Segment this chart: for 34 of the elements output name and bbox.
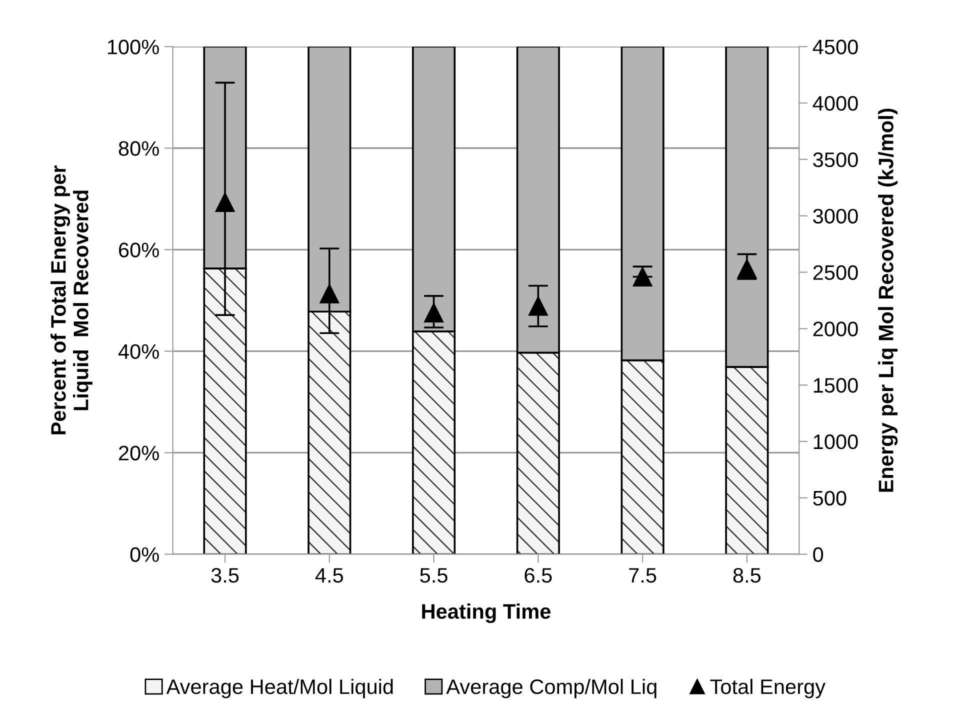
x-tick-label: 5.5: [420, 568, 448, 583]
y-tick-label: 20%: [118, 446, 159, 460]
x-tick-label: 7.5: [629, 568, 656, 583]
y2-axis-title: Energy per Liq Mol Recovered (kJ/mol): [878, 108, 898, 492]
y-tick-label: 40%: [118, 344, 159, 359]
legend-label: Total Energy: [710, 678, 826, 698]
x-tick-label: 8.5: [733, 568, 761, 583]
y2-tick-label: 4000: [812, 96, 858, 111]
point: [737, 259, 757, 279]
y-tick-label: 0%: [130, 547, 159, 562]
point: [320, 284, 340, 304]
y-tick-label: 100%: [108, 40, 159, 54]
y2-tick-label: 4500: [812, 40, 858, 54]
y-tick-label: 80%: [118, 141, 159, 156]
y2-tick-label: 3000: [813, 208, 858, 224]
y2-tick-label: 2500: [813, 265, 858, 280]
point: [528, 296, 548, 316]
y2-tick-label: 500: [813, 490, 846, 506]
y2-tick-label: 1500: [814, 378, 858, 393]
y2-tick-label: 3500: [813, 152, 858, 168]
x-axis-title: Heating Time: [422, 604, 550, 624]
legend-label: Average Comp/Mol Liq: [446, 678, 656, 698]
x-tick-label: 4.5: [315, 568, 344, 583]
y2-tick-label: 0: [813, 547, 824, 562]
legend-label: Average Heat/Mol Liquid: [166, 678, 393, 698]
x-tick-label: 6.5: [524, 568, 552, 583]
y2-tick-label: 1000: [814, 434, 858, 450]
x-tick-label: 3.5: [211, 568, 239, 583]
y-axis-title: Percent of Total Energy per Liquid Mol Recovered: [50, 165, 92, 434]
point: [632, 267, 652, 286]
y2-tick-label: 2000: [813, 322, 858, 336]
y-tick-label: 60%: [119, 242, 159, 258]
point: [424, 303, 444, 323]
point: [215, 192, 235, 212]
